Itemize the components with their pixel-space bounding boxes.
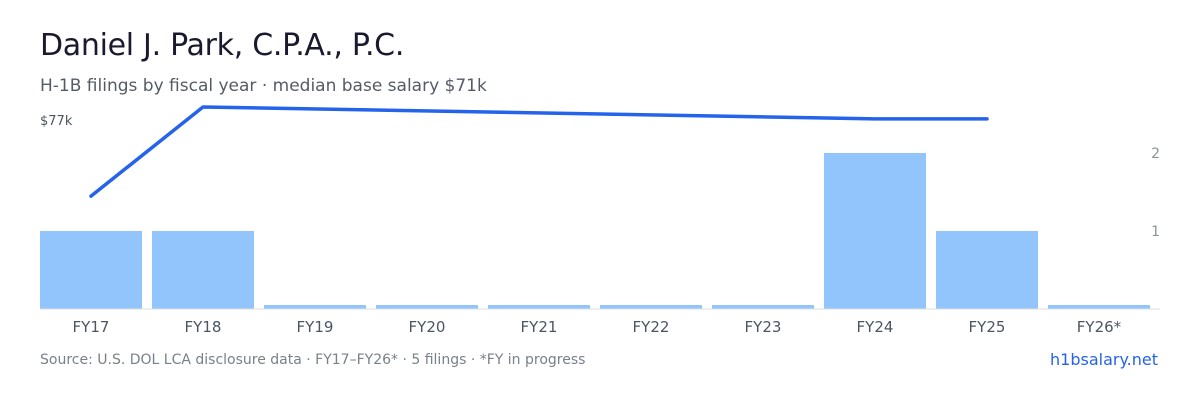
bar-fy20 <box>376 305 478 309</box>
x-tick-labels: FY17 FY18 FY19 FY20 FY21 FY22 FY23 FY24 FY25 FY26… <box>73 318 1122 336</box>
x-tick-label: FY23 <box>745 318 782 336</box>
x-tick-label: FY25 <box>969 318 1006 336</box>
x-tick-label: FY20 <box>409 318 446 336</box>
right-y-tick-label: 2 <box>1151 146 1160 162</box>
x-tick-label: FY19 <box>297 318 334 336</box>
x-tick-label: FY26* <box>1077 318 1122 336</box>
left-y-tick-label: $77k <box>40 114 73 129</box>
x-tick-label: FY17 <box>73 318 110 336</box>
x-tick-label: FY24 <box>857 318 894 336</box>
right-y-ticks: 12 <box>1151 146 1160 240</box>
bar-fy19 <box>264 305 366 309</box>
x-tick-label: FY21 <box>521 318 558 336</box>
left-y-ticks: $77k <box>40 114 73 129</box>
x-tick-label: FY18 <box>185 318 222 336</box>
chart-area: FY17 FY18 FY19 FY20 FY21 FY22 FY23 FY24 FY25 FY26… <box>40 105 1160 336</box>
bars-group <box>40 153 1150 309</box>
salary-line <box>89 105 989 198</box>
bar-fy24 <box>824 153 926 309</box>
bar-fy17 <box>40 231 142 309</box>
source-note: Source: U.S. DOL LCA disclosure data · F… <box>40 352 586 368</box>
bar-fy25 <box>936 231 1038 309</box>
brand-link[interactable]: h1bsalary.net <box>1050 350 1158 369</box>
bar-fy23 <box>712 305 814 309</box>
chart-title: Daniel J. Park, C.P.A., P.C. <box>40 28 405 63</box>
bar-fy18 <box>152 231 254 309</box>
right-y-tick-label: 1 <box>1151 224 1160 240</box>
bar-fy22 <box>600 305 702 309</box>
chart-subtitle: H-1B filings by fiscal year · median bas… <box>40 76 487 96</box>
bar-fy21 <box>488 305 590 309</box>
x-tick-label: FY22 <box>633 318 670 336</box>
bar-fy26 <box>1048 305 1150 309</box>
